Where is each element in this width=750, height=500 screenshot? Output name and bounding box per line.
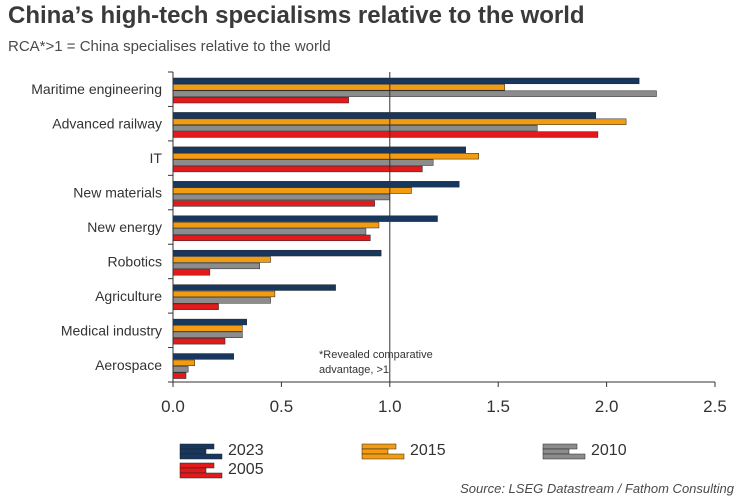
legend-label-2010: 2010 xyxy=(591,442,627,459)
category-label-aerospace: Aerospace xyxy=(95,357,162,373)
category-label-advanced-railway: Advanced railway xyxy=(52,116,162,132)
bar-aerospace-2023 xyxy=(172,353,234,360)
category-label-maritime-engineering: Maritime engineering xyxy=(31,81,162,97)
bar-advanced-railway-2005 xyxy=(172,131,599,138)
bar-robotics-2010 xyxy=(172,262,260,270)
bar-agriculture-2005 xyxy=(172,303,219,310)
legend-swatch-2010 xyxy=(542,443,586,460)
category-label-agriculture: Agriculture xyxy=(95,288,162,304)
chart-title: China’s high-tech specialisms relative t… xyxy=(8,2,585,29)
bar-new-materials-2015 xyxy=(172,187,412,194)
bar-aerospace-2015 xyxy=(172,359,195,367)
category-label-medical-industry: Medical industry xyxy=(61,322,162,338)
chart-subtitle: RCA*>1 = China specialises relative to t… xyxy=(8,38,331,55)
bar-medical-industry-2023 xyxy=(172,318,247,326)
bar-maritime-engineering-2005 xyxy=(172,96,349,104)
bar-aerospace-2010 xyxy=(172,366,189,373)
bar-it-2010 xyxy=(172,159,434,166)
bar-robotics-2015 xyxy=(172,256,271,263)
bar-medical-industry-2015 xyxy=(172,325,243,332)
legend-swatch-2023 xyxy=(179,443,223,460)
axes-group xyxy=(168,71,716,387)
bar-new-energy-2023 xyxy=(172,215,438,222)
category-label-robotics: Robotics xyxy=(108,253,162,269)
annotation-line-1: *Revealed comparative xyxy=(319,349,433,361)
x-tick-label: 1.5 xyxy=(486,397,510,416)
legend-swatch-2015 xyxy=(361,443,405,460)
x-tick-label: 2.0 xyxy=(595,397,619,416)
bar-maritime-engineering-2015 xyxy=(172,84,505,91)
bar-advanced-railway-2010 xyxy=(172,124,538,132)
x-tick-label: 0.5 xyxy=(270,397,294,416)
bar-new-energy-2015 xyxy=(172,221,380,229)
bar-agriculture-2010 xyxy=(172,297,271,304)
category-label-it: IT xyxy=(150,150,163,166)
x-tick-label: 1.0 xyxy=(378,397,402,416)
bar-new-materials-2023 xyxy=(172,181,460,188)
bar-new-energy-2010 xyxy=(172,228,367,235)
bar-agriculture-2015 xyxy=(172,290,276,298)
legend-label-2023: 2023 xyxy=(228,442,264,459)
legend: 2023 2015 2010 2005 xyxy=(179,442,627,479)
bar-medical-industry-2010 xyxy=(172,331,243,338)
category-label-new-materials: New materials xyxy=(73,185,162,201)
legend-label-2005: 2005 xyxy=(228,461,264,478)
bar-it-2023 xyxy=(172,146,466,153)
bar-it-2005 xyxy=(172,165,423,173)
bar-new-energy-2005 xyxy=(172,234,371,242)
bar-aerospace-2005 xyxy=(172,372,187,379)
category-label-new-energy: New energy xyxy=(87,219,162,235)
x-tick-label: 0.0 xyxy=(161,397,185,416)
category-labels: Maritime engineering Advanced railway IT Ne… xyxy=(31,81,162,373)
bar-new-materials-2010 xyxy=(172,193,391,201)
bar-advanced-railway-2015 xyxy=(172,118,627,125)
bar-agriculture-2023 xyxy=(172,284,336,291)
bar-new-materials-2005 xyxy=(172,200,375,207)
bar-advanced-railway-2023 xyxy=(172,112,597,119)
legend-label-2015: 2015 xyxy=(410,442,446,459)
bar-medical-industry-2005 xyxy=(172,338,226,345)
source-note: Source: LSEG Datastream / Fathom Consult… xyxy=(460,481,734,496)
bar-robotics-2023 xyxy=(172,249,382,257)
bar-it-2015 xyxy=(172,153,479,160)
bar-maritime-engineering-2010 xyxy=(172,90,657,97)
legend-swatch-2005 xyxy=(179,462,223,479)
annotation-line-2: advantage, >1 xyxy=(319,364,389,376)
x-tick-label: 2.5 xyxy=(703,397,727,416)
bar-maritime-engineering-2023 xyxy=(172,77,640,85)
bar-robotics-2005 xyxy=(172,269,211,276)
bars-group xyxy=(172,77,657,379)
x-tick-labels: 0.0 0.5 1.0 1.5 2.0 2.5 xyxy=(161,397,727,416)
